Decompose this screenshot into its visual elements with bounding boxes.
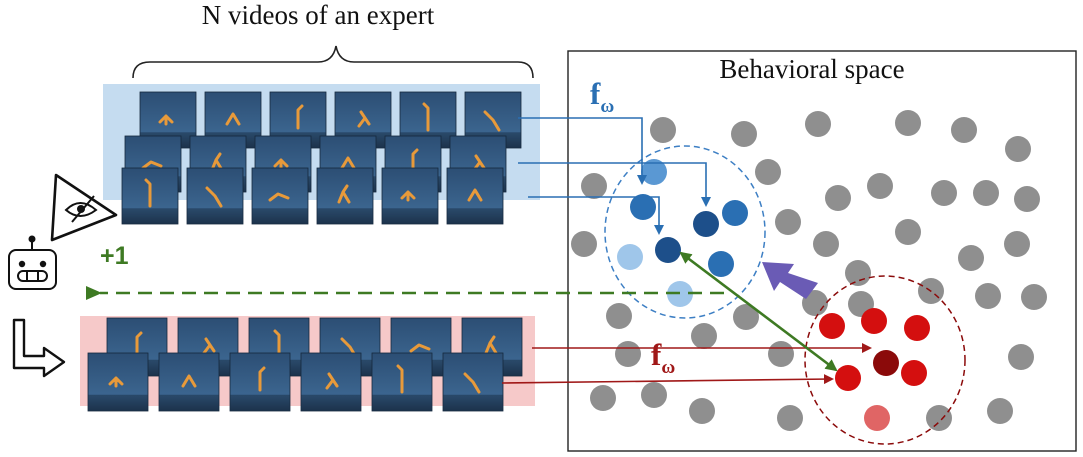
expert-point (641, 159, 667, 185)
gray-point (931, 180, 957, 206)
expert-video-thumbnails (121, 91, 522, 225)
gray-point (895, 219, 921, 245)
title-brace (132, 45, 534, 79)
gray-point (805, 111, 831, 137)
gray-point (825, 185, 851, 211)
gray-point (691, 323, 717, 349)
gray-point (926, 405, 952, 431)
expert-videos-title: N videos of an expert (202, 0, 435, 30)
gray-point (731, 121, 757, 147)
video-thumbnail (300, 352, 362, 412)
gray-point (1008, 344, 1034, 370)
reward-label: +1 (100, 242, 129, 270)
gray-point (777, 405, 803, 431)
embedding-symbol: f (651, 337, 662, 372)
video-thumbnail (381, 167, 439, 225)
expert-arrow-row1 (518, 117, 647, 185)
video-thumbnail (186, 167, 244, 225)
agent-point (819, 313, 845, 339)
gray-point (650, 117, 676, 143)
video-thumbnail (158, 352, 220, 412)
gray-point (641, 382, 667, 408)
video-thumbnail (251, 167, 309, 225)
embedding-subscript: ω (600, 96, 614, 117)
agent-point (873, 350, 899, 376)
behavioral-space-label: Behavioral space (719, 54, 904, 84)
gray-point (975, 283, 1001, 309)
embedding-subscript: ω (661, 357, 675, 378)
expert-point (693, 211, 719, 237)
gray-point (606, 303, 632, 329)
gray-point (1021, 284, 1047, 310)
gray-point (571, 231, 597, 257)
agent-arrow-row2 (501, 374, 834, 385)
agent-embedding-label: fω (651, 337, 675, 378)
gray-point (1005, 136, 1031, 162)
video-thumbnail (316, 167, 374, 225)
expert-arrow-row3 (528, 196, 664, 235)
gray-point (867, 173, 893, 199)
gray-point (581, 173, 607, 199)
expert-point (722, 200, 748, 226)
gray-point (775, 209, 801, 235)
expert-embedding-label: fω (590, 76, 614, 117)
gray-point (951, 117, 977, 143)
behavioral-space-box (567, 50, 1077, 452)
expert-behavior-points (617, 159, 748, 307)
expert-point (655, 237, 681, 263)
expert-embedding-arrows (518, 117, 711, 235)
video-thumbnail (121, 167, 179, 225)
gray-point (689, 398, 715, 424)
gray-point (973, 180, 999, 206)
agent-point (904, 315, 930, 341)
robot-icon (8, 235, 57, 290)
gray-point (590, 385, 616, 411)
gray-point (895, 110, 921, 136)
gray-point (987, 398, 1013, 424)
agent-point (835, 365, 861, 391)
agent-cluster-boundary (804, 275, 966, 445)
gray-point (958, 245, 984, 271)
video-thumbnail (87, 352, 149, 412)
loop-arrow-icon (12, 318, 66, 378)
embedding-symbol: f (590, 76, 601, 111)
expert-point (630, 194, 656, 220)
agent-point (861, 308, 887, 334)
expert-arrow-row2 (518, 162, 711, 207)
video-thumbnail (229, 352, 291, 412)
expert-point (617, 244, 643, 270)
video-thumbnail (446, 167, 504, 225)
video-thumbnail (442, 352, 504, 412)
gray-point (615, 341, 641, 367)
agent-point (901, 360, 927, 386)
gray-point (755, 159, 781, 185)
purple-push-arrow (762, 262, 818, 299)
eye-icon (50, 173, 118, 242)
gray-point (1014, 186, 1040, 212)
gray-point (845, 260, 871, 286)
agent-video-thumbnails (87, 317, 523, 412)
gray-point (813, 231, 839, 257)
expert-point (708, 251, 734, 277)
video-thumbnail (371, 352, 433, 412)
distance-arrow (679, 251, 838, 372)
agent-point (864, 405, 890, 431)
gray-point (768, 341, 794, 367)
gray-point (1004, 231, 1030, 257)
